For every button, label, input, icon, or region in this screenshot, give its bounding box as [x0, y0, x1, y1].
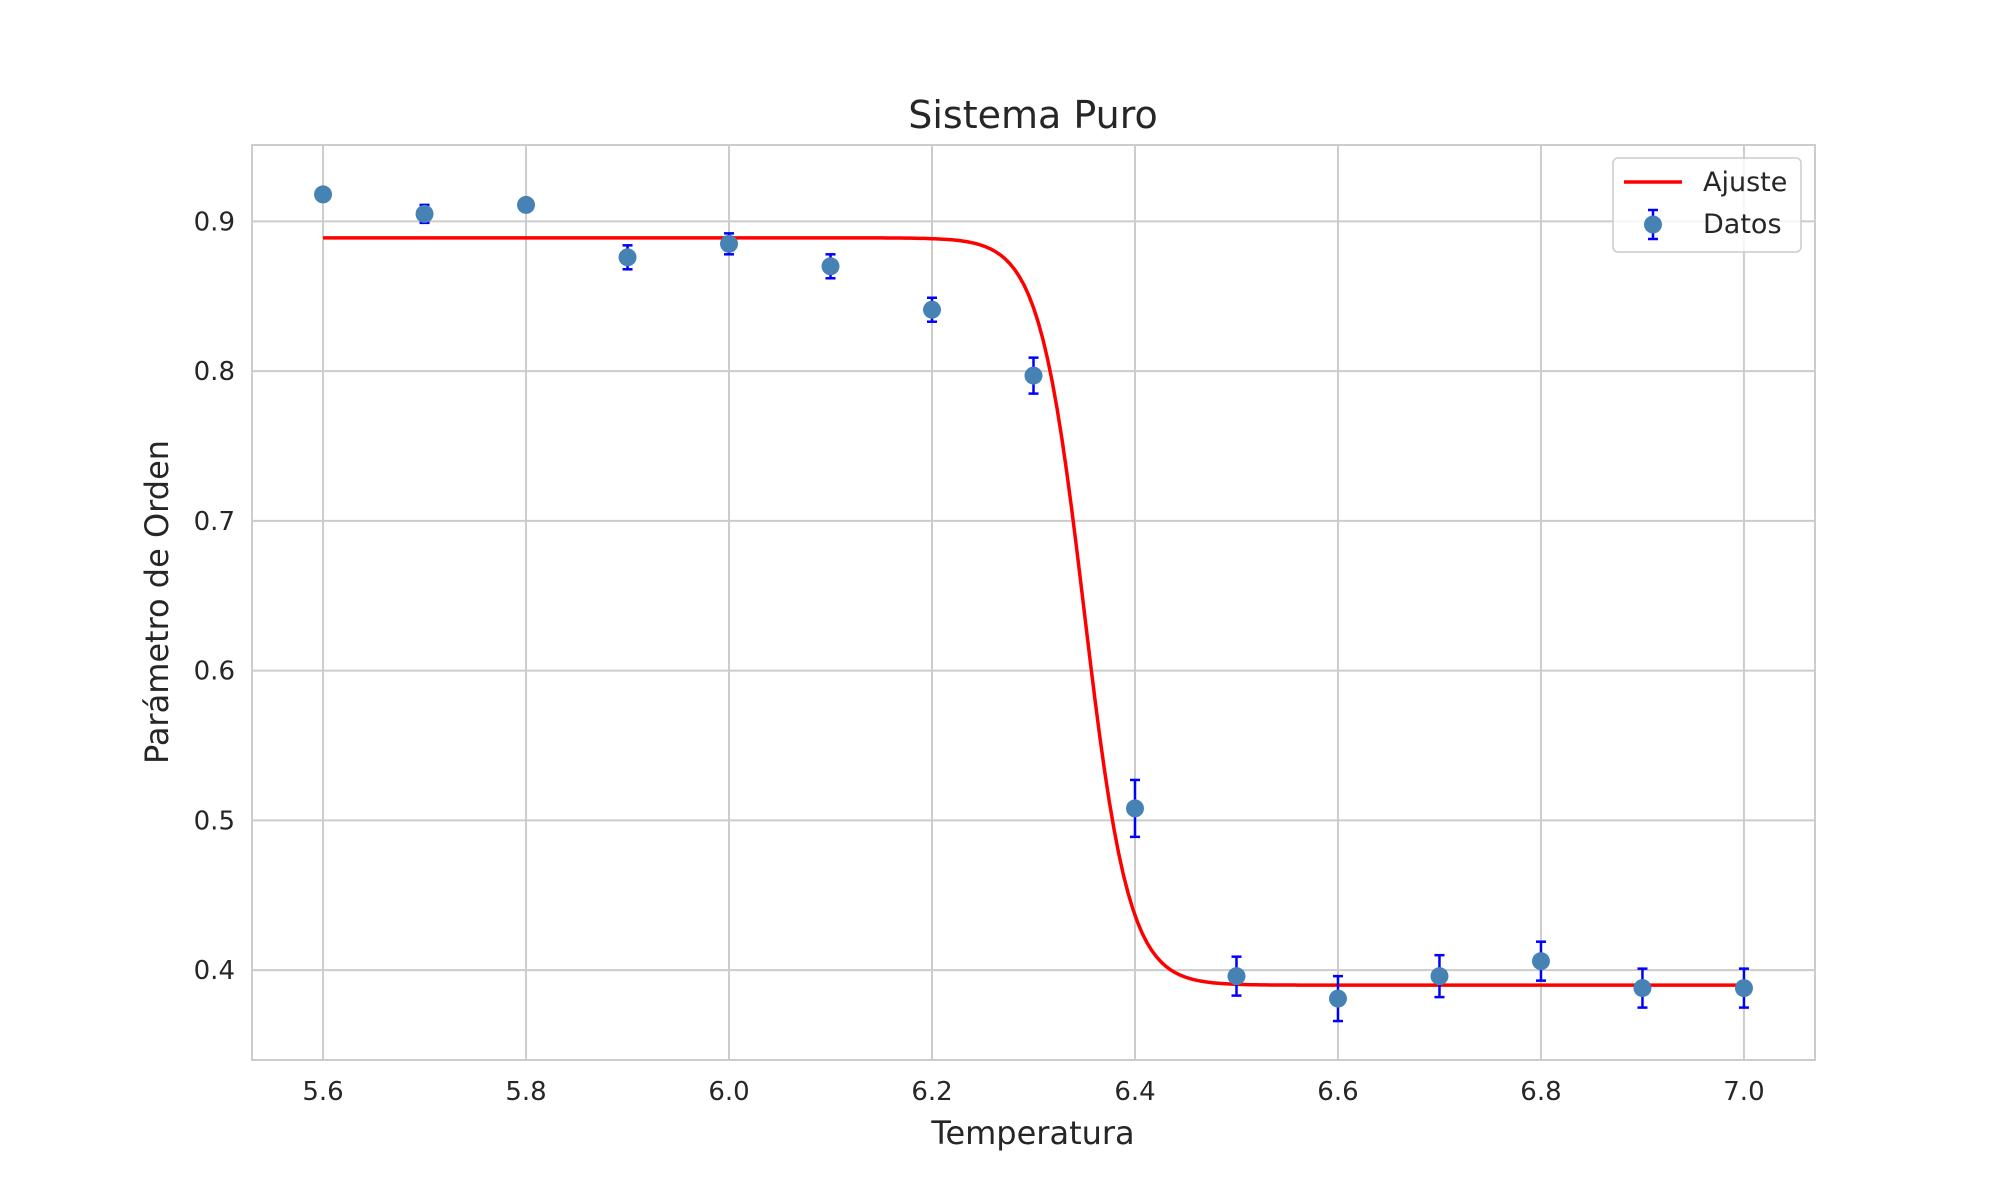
x-tick-label: 5.8: [505, 1077, 546, 1107]
data-point: [1531, 952, 1550, 971]
x-tick-label: 7.0: [1723, 1077, 1764, 1107]
data-point: [1633, 979, 1652, 998]
y-tick-label: 0.4: [194, 956, 235, 986]
grid: [252, 145, 1815, 1060]
data-point: [821, 257, 840, 276]
data-point: [618, 248, 637, 267]
y-tick-label: 0.5: [194, 806, 235, 836]
chart-title: Sistema Puro: [908, 93, 1158, 137]
x-axis-ticks: 5.6 5.8 6.0 6.2 6.4 6.6 6.8 7.0: [302, 1077, 1764, 1107]
data-points: [314, 185, 1753, 1008]
x-axis-label: Temperatura: [930, 1114, 1134, 1152]
x-tick-label: 6.2: [911, 1077, 952, 1107]
x-tick-label: 6.0: [708, 1077, 749, 1107]
data-point: [1024, 366, 1043, 385]
legend-data-marker: [1644, 215, 1662, 234]
x-tick-label: 6.4: [1114, 1077, 1155, 1107]
data-point: [1227, 967, 1246, 986]
legend: Ajuste Datos: [1612, 157, 1802, 253]
x-tick-label: 6.6: [1317, 1077, 1358, 1107]
y-tick-label: 0.6: [194, 657, 235, 687]
data-point: [314, 185, 333, 204]
legend-fit-label: Ajuste: [1703, 167, 1787, 198]
y-tick-label: 0.7: [194, 507, 235, 537]
legend-data-label: Datos: [1703, 209, 1782, 240]
y-axis-label: Parámetro de Orden: [138, 440, 176, 764]
data-point: [1734, 979, 1753, 998]
data-point: [1430, 967, 1449, 986]
data-point: [923, 300, 942, 319]
y-axis-ticks: 0.4 0.5 0.6 0.7 0.8 0.9: [194, 207, 235, 986]
y-tick-label: 0.9: [194, 207, 235, 237]
data-point: [415, 204, 434, 223]
data-point: [1328, 989, 1347, 1008]
data-point: [720, 234, 739, 253]
data-point: [517, 195, 536, 214]
fit-line: [323, 236, 1744, 987]
data-point: [1125, 799, 1144, 818]
fit-series: [323, 236, 1744, 987]
x-tick-label: 5.6: [302, 1077, 343, 1107]
y-tick-label: 0.8: [194, 357, 235, 387]
x-tick-label: 6.8: [1520, 1077, 1561, 1107]
plot-frame: [251, 144, 1816, 1061]
